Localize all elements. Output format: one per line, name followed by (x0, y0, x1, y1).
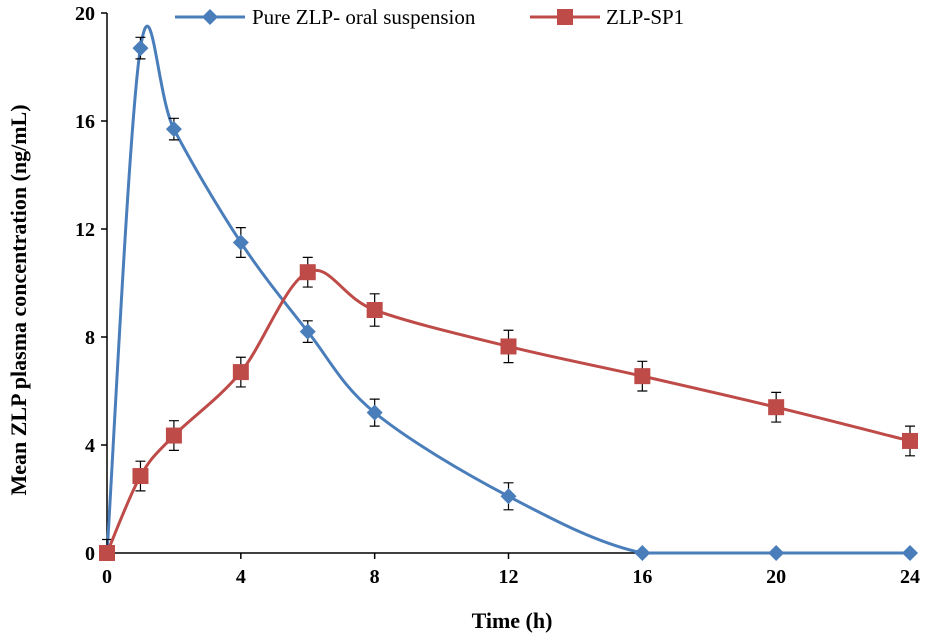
y-tick-label: 4 (85, 435, 95, 457)
x-tick-label: 16 (632, 566, 652, 588)
x-axis-label: Time (h) (472, 608, 553, 633)
legend-label-pure-zlp: Pure ZLP- oral suspension (252, 5, 476, 29)
data-point-pure-zlp (366, 404, 383, 421)
data-point-zlp-sp1 (99, 545, 115, 561)
data-point-pure-zlp (902, 545, 918, 561)
data-point-pure-zlp (165, 121, 182, 138)
legend-square-marker (557, 9, 573, 25)
y-tick-label: 12 (75, 219, 95, 241)
data-point-pure-zlp (132, 40, 149, 57)
y-tick-label: 8 (85, 327, 95, 349)
data-point-zlp-sp1 (165, 427, 182, 444)
data-point-zlp-sp1 (366, 302, 383, 318)
y-tick-label: 16 (75, 111, 95, 133)
series-line-pure-zlp (105, 24, 910, 555)
data-point-zlp-sp1 (768, 399, 785, 416)
data-point-pure-zlp (299, 323, 316, 340)
series-line-zlp-sp1 (105, 268, 911, 554)
axes: 0 4 8 12 16 20 0 4 8 12 16 20 24 (75, 3, 920, 588)
x-tick-label: 0 (102, 566, 112, 588)
x-tick-label: 8 (370, 566, 380, 588)
data-point-pure-zlp (500, 488, 517, 505)
legend: Pure ZLP- oral suspension ZLP-SP1 (175, 5, 684, 29)
data-point-zlp-sp1 (132, 468, 149, 485)
legend-label-zlp-sp1: ZLP-SP1 (606, 5, 684, 29)
data-point-zlp-sp1 (902, 432, 918, 449)
y-tick-label: 20 (75, 3, 95, 25)
data-point-zlp-sp1 (500, 338, 517, 355)
data-point-zlp-sp1 (232, 364, 249, 381)
data-point-pure-zlp (768, 545, 785, 561)
x-tick-label: 4 (236, 566, 246, 588)
x-tick-label: 24 (900, 566, 920, 588)
series-layer (99, 24, 918, 561)
data-point-zlp-sp1 (299, 264, 316, 281)
x-tick-label: 12 (499, 566, 519, 588)
legend-diamond-marker (202, 9, 218, 25)
data-point-pure-zlp (232, 234, 249, 251)
data-point-zlp-sp1 (634, 368, 651, 385)
x-tick-label: 20 (766, 566, 786, 588)
data-point-pure-zlp (634, 545, 651, 561)
y-tick-label: 0 (85, 543, 95, 565)
y-axis-label: Mean ZLP plasma concentration (ng/mL) (6, 104, 31, 495)
